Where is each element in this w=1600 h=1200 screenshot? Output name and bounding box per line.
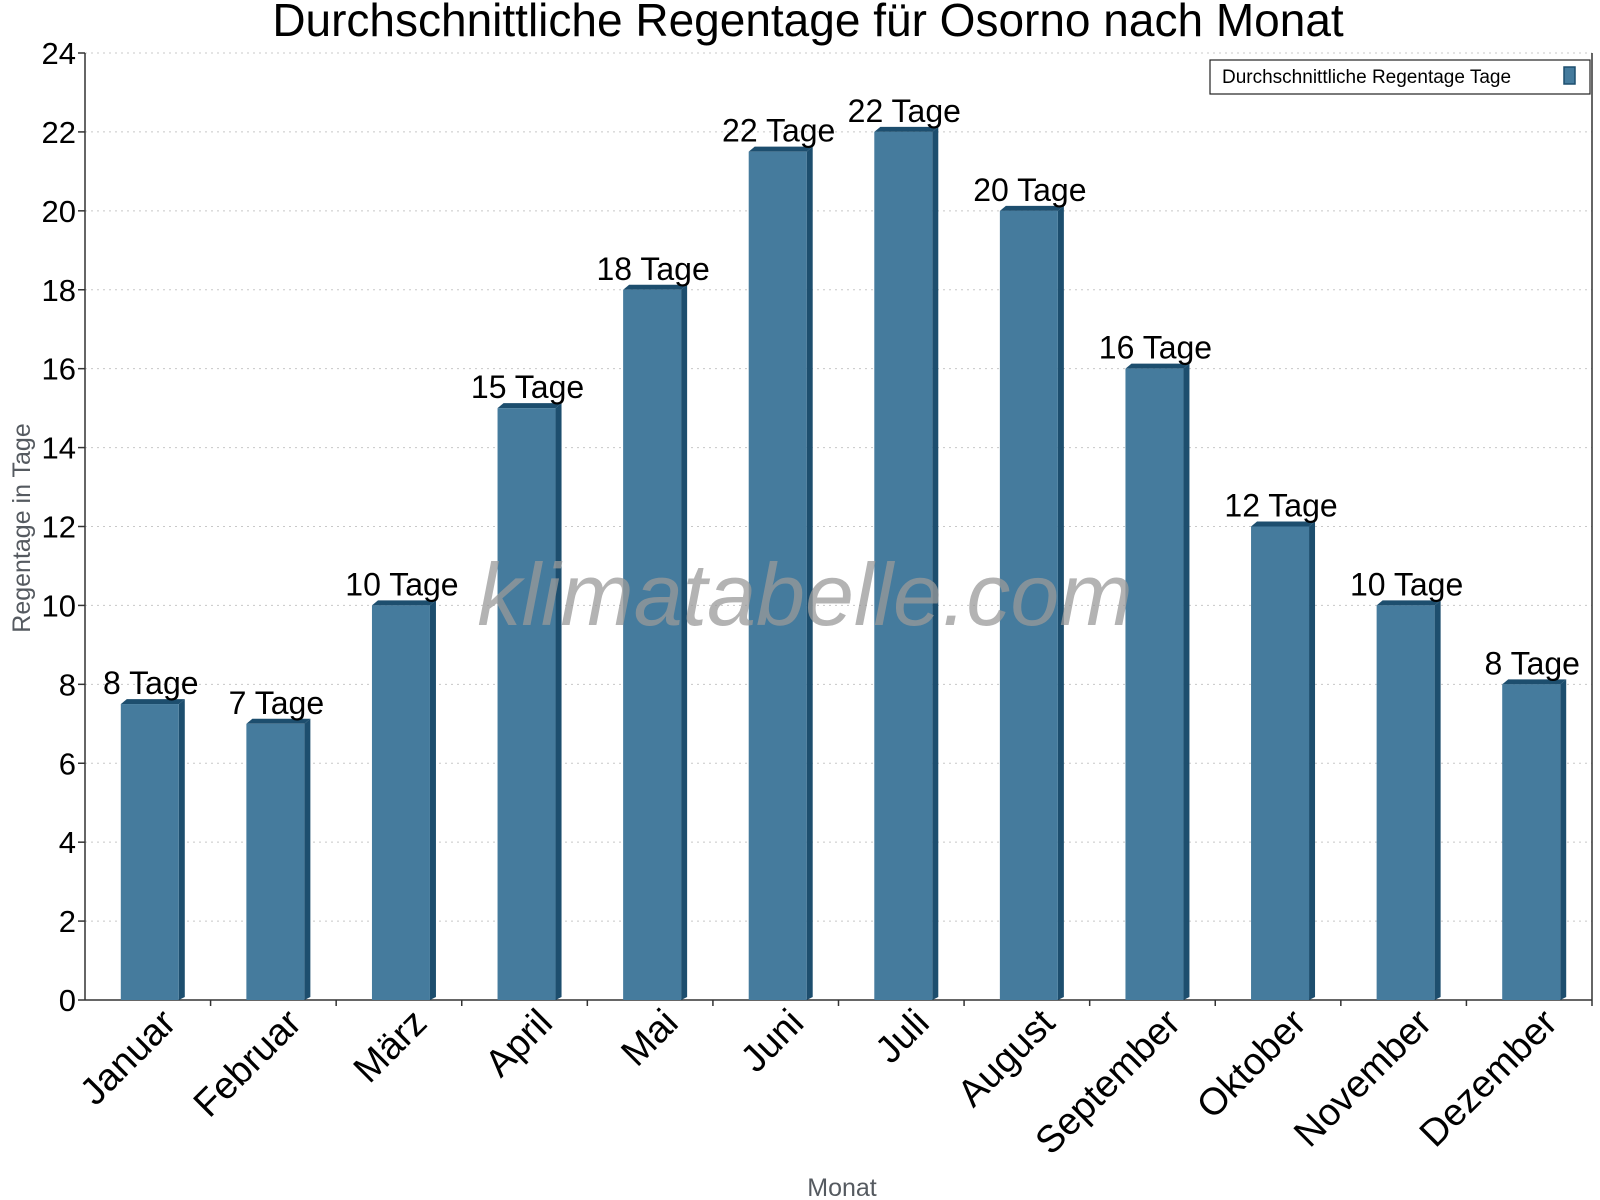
- y-tick-label: 16: [42, 352, 76, 387]
- y-tick-label: 4: [59, 825, 76, 860]
- y-tick-label: 10: [42, 588, 76, 623]
- data-label: 7 Tage: [229, 685, 325, 721]
- bar: [371, 600, 436, 1000]
- bar-side: [555, 403, 562, 1000]
- bar-front: [1502, 684, 1561, 1000]
- legend: Durchschnittliche Regentage Tage: [1209, 59, 1591, 95]
- data-label: 16 Tage: [1099, 330, 1212, 366]
- watermark: klimatabelle.com: [477, 545, 1132, 644]
- x-tick-label: April: [477, 1002, 560, 1085]
- grid-lines: [78, 52, 1592, 1001]
- bar-side: [1309, 521, 1316, 1000]
- bar-side: [1057, 205, 1064, 1001]
- x-tick-label: März: [346, 1002, 435, 1091]
- bar: [999, 205, 1064, 1001]
- x-axis-title: Monat: [807, 1174, 877, 1200]
- bar-front: [497, 408, 556, 1000]
- data-label: 8 Tage: [103, 665, 199, 701]
- bar: [874, 126, 939, 1000]
- x-tick-label: Oktober: [1189, 1001, 1315, 1127]
- bar-front: [999, 210, 1058, 1001]
- bar-front: [748, 151, 807, 1001]
- bar: [1251, 521, 1316, 1000]
- x-tick-label: Juni: [733, 1002, 812, 1081]
- data-label: 22 Tage: [722, 113, 835, 149]
- bar-front: [874, 131, 933, 1000]
- bar-side: [178, 699, 185, 1000]
- bar-top: [371, 600, 436, 606]
- bar-front: [1125, 368, 1184, 1001]
- bar-front: [371, 605, 430, 1000]
- bar-top: [748, 146, 813, 152]
- chart-title: Durchschnittliche Regentage für Osorno n…: [272, 0, 1344, 46]
- y-tick-label: 8: [59, 667, 76, 702]
- legend-label: Durchschnittliche Regentage Tage: [1222, 67, 1511, 88]
- bar-side: [1560, 679, 1567, 1000]
- y-tick-label: 12: [42, 510, 76, 545]
- data-label: 22 Tage: [848, 93, 961, 129]
- y-tick-label: 0: [59, 983, 76, 1018]
- axes: [84, 53, 1593, 1006]
- bar-top: [999, 205, 1064, 211]
- bar-top: [1251, 521, 1316, 527]
- y-tick-label: 22: [42, 115, 76, 150]
- y-tick-label: 14: [42, 431, 76, 466]
- bar-side: [681, 284, 688, 1000]
- bar-top: [246, 718, 311, 724]
- bar: [1502, 679, 1567, 1000]
- bar-side: [429, 600, 436, 1000]
- x-tick-label: Mai: [613, 1002, 686, 1075]
- data-label: 8 Tage: [1484, 645, 1580, 681]
- bar-top: [623, 284, 688, 290]
- y-tick-label: 24: [42, 36, 76, 71]
- bar: [246, 718, 311, 1000]
- bar: [120, 699, 185, 1000]
- bar: [748, 146, 813, 1001]
- bar: [1125, 363, 1190, 1001]
- bar-side: [304, 718, 311, 1000]
- bar-side: [1183, 363, 1190, 1001]
- bars: [120, 126, 1567, 1001]
- bar-front: [1376, 605, 1435, 1000]
- y-axis-title: Regentage in Tage: [8, 423, 36, 632]
- bar-front: [120, 704, 179, 1000]
- bar-top: [1125, 363, 1190, 369]
- bar-front: [246, 723, 305, 1000]
- bar-top: [1502, 679, 1567, 685]
- data-labels: 8 Tage 7 Tage 10 Tage 15 Tage 18 Tage 22 Tage…: [103, 93, 1580, 721]
- y-tick-label: 6: [59, 746, 76, 781]
- bar-top: [1376, 600, 1441, 606]
- x-tick-label: Dezember: [1412, 1001, 1566, 1155]
- data-label: 18 Tage: [596, 251, 709, 287]
- x-tick-label: Januar: [72, 1001, 184, 1113]
- bar-top: [497, 403, 562, 409]
- x-tick-labels: Januar Februar März April Mai Juni Juli AugustS…: [72, 1001, 1566, 1162]
- bar-side: [932, 126, 939, 1000]
- bar-top: [120, 699, 185, 705]
- data-label: 10 Tage: [1350, 566, 1463, 602]
- bar: [1376, 600, 1441, 1000]
- y-tick-label: 20: [42, 194, 76, 229]
- data-label: 12 Tage: [1224, 488, 1337, 524]
- bar: [497, 403, 562, 1000]
- bar-top: [874, 126, 939, 132]
- bar-side: [806, 146, 813, 1001]
- bar-front: [1251, 526, 1310, 1000]
- legend-swatch: [1563, 66, 1576, 85]
- y-tick-label: 2: [59, 904, 76, 939]
- x-tick-label: Juli: [868, 1002, 938, 1072]
- y-tick-label: 18: [42, 273, 76, 308]
- x-tick-label: Februar: [186, 1001, 310, 1125]
- legend-box: [1209, 59, 1591, 95]
- bar-side: [1434, 600, 1441, 1000]
- data-label: 20 Tage: [973, 172, 1086, 208]
- data-label: 15 Tage: [471, 369, 584, 405]
- bar: [623, 284, 688, 1000]
- bar-front: [623, 289, 682, 1000]
- x-tick-label: August: [950, 1001, 1064, 1115]
- data-label: 10 Tage: [345, 566, 458, 602]
